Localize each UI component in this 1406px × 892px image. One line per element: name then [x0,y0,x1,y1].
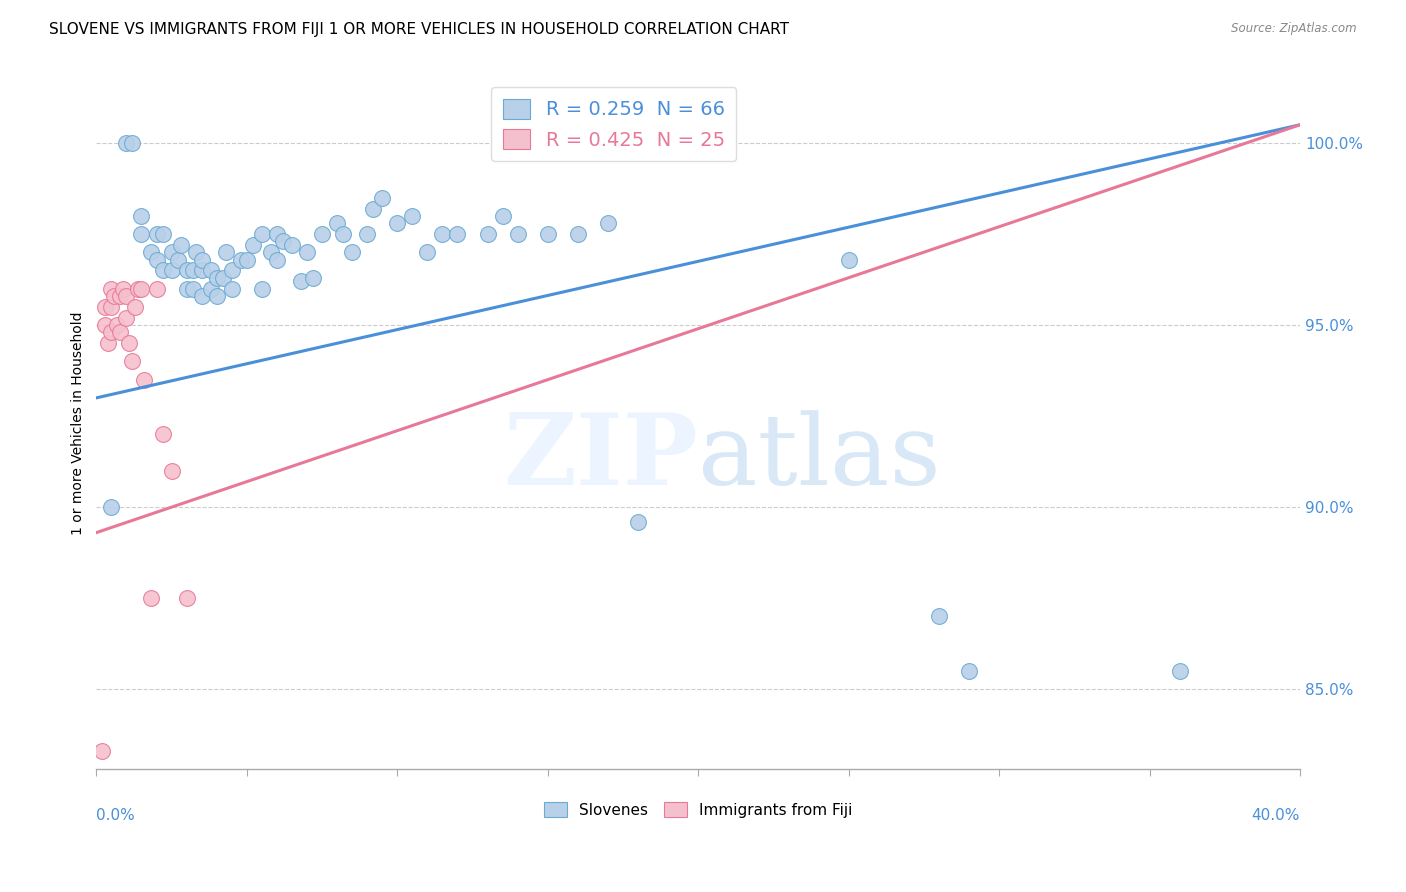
Point [295,245,318,260]
Point [190,263,212,277]
Point [260,245,283,260]
Text: SLOVENE VS IMMIGRANTS FROM FIJI 1 OR MORE VEHICLES IN HOUSEHOLD CORRELATION CHAR: SLOVENE VS IMMIGRANTS FROM FIJI 1 OR MOR… [49,22,789,37]
Point [152,263,174,277]
Point [110,326,132,340]
Point [145,282,167,296]
Point [311,227,333,241]
Point [242,238,264,252]
Point [838,252,860,267]
Point [567,227,589,241]
Point [110,289,132,303]
Point [387,216,409,230]
Y-axis label: 1 or more Vehicles in Household: 1 or more Vehicles in Household [72,311,86,535]
Point [200,263,222,277]
Point [627,515,650,529]
Point [491,209,513,223]
Point [221,263,243,277]
Point [250,282,273,296]
Point [166,252,188,267]
Point [121,136,143,150]
Point [100,300,122,314]
Point [1168,664,1191,678]
Point [181,263,204,277]
Point [91,744,114,758]
Point [928,609,950,624]
Point [176,263,198,277]
Point [176,591,198,606]
Point [537,227,560,241]
Point [266,252,288,267]
Point [100,500,122,515]
Point [361,202,384,216]
Text: Source: ZipAtlas.com: Source: ZipAtlas.com [1232,22,1357,36]
Point [190,252,212,267]
Point [236,252,259,267]
Point [477,227,499,241]
Point [94,300,117,314]
Point [131,282,153,296]
Point [211,270,233,285]
Point [152,227,174,241]
Point [115,310,138,325]
Legend: Slovenes, Immigrants from Fiji: Slovenes, Immigrants from Fiji [538,796,858,824]
Text: ZIP: ZIP [503,409,699,507]
Point [94,318,117,332]
Point [107,318,129,332]
Point [139,591,162,606]
Point [326,216,349,230]
Point [190,289,212,303]
Point [145,252,167,267]
Point [176,282,198,296]
Point [97,336,120,351]
Point [250,227,273,241]
Point [145,227,167,241]
Point [103,289,125,303]
Point [160,464,183,478]
Text: 0.0%: 0.0% [97,808,135,823]
Point [184,245,207,260]
Point [371,191,394,205]
Point [332,227,354,241]
Point [134,373,156,387]
Point [152,427,174,442]
Point [131,227,153,241]
Point [957,664,980,678]
Point [115,289,138,303]
Point [340,245,363,260]
Point [100,282,122,296]
Point [160,263,183,277]
Point [506,227,529,241]
Point [271,235,294,249]
Point [205,270,228,285]
Point [221,282,243,296]
Point [229,252,252,267]
Point [290,274,312,288]
Point [181,282,204,296]
Point [200,282,222,296]
Point [131,209,153,223]
Point [446,227,468,241]
Point [124,300,146,314]
Point [281,238,304,252]
Point [302,270,325,285]
Point [112,282,135,296]
Point [100,326,122,340]
Point [596,216,619,230]
Text: atlas: atlas [699,410,941,506]
Point [356,227,378,241]
Point [266,227,288,241]
Point [432,227,454,241]
Point [401,209,423,223]
Point [118,336,141,351]
Point [205,289,228,303]
Text: 40.0%: 40.0% [1251,808,1301,823]
Point [115,136,138,150]
Point [416,245,439,260]
Point [169,238,191,252]
Point [127,282,149,296]
Point [121,354,143,368]
Point [215,245,238,260]
Point [139,245,162,260]
Point [160,245,183,260]
